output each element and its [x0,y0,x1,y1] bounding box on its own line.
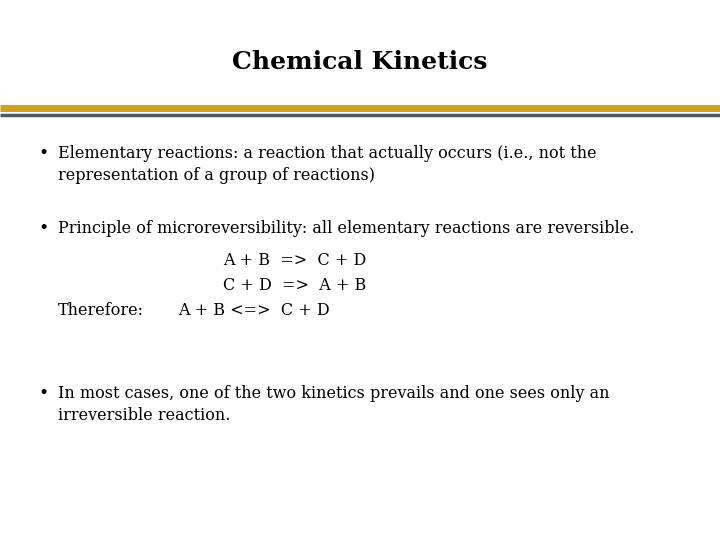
Text: In most cases, one of the two kinetics prevails and one sees only an: In most cases, one of the two kinetics p… [58,385,610,402]
Text: irreversible reaction.: irreversible reaction. [58,407,230,424]
Text: A + B <=>  C + D: A + B <=> C + D [178,302,330,319]
Text: Chemical Kinetics: Chemical Kinetics [233,50,487,74]
Text: A + B  =>  C + D: A + B => C + D [223,252,366,269]
Text: C + D  =>  A + B: C + D => A + B [223,277,366,294]
Text: Therefore:: Therefore: [58,302,144,319]
Text: Principle of microreversibility: all elementary reactions are reversible.: Principle of microreversibility: all ele… [58,220,634,237]
Text: Elementary reactions: a reaction that actually occurs (i.e., not the: Elementary reactions: a reaction that ac… [58,145,597,162]
Text: •: • [38,220,48,237]
Text: •: • [38,145,48,162]
Text: •: • [38,385,48,402]
Text: representation of a group of reactions): representation of a group of reactions) [58,167,375,184]
